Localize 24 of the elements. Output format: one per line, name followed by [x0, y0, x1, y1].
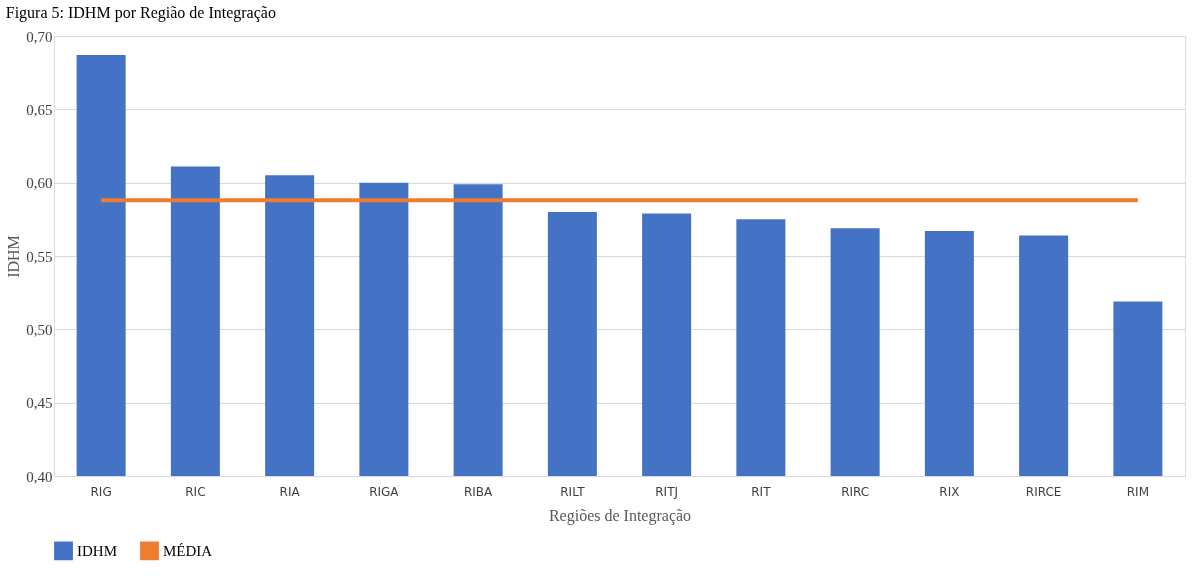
y-tick-label: 0,40 [26, 468, 53, 485]
y-tick-label: 0,45 [26, 395, 53, 412]
legend-label: IDHM [77, 542, 117, 559]
x-tick-label: RIM [1126, 484, 1149, 499]
x-tick-label: RIRC [841, 484, 870, 499]
x-tick-label: RIX [939, 484, 960, 499]
y-tick-label: 0,70 [26, 28, 53, 45]
x-tick-label: RIT [751, 484, 772, 499]
y-tick-label: 0,65 [26, 101, 53, 118]
x-tick-label: RILT [560, 484, 586, 499]
x-tick-label: RIG [90, 484, 112, 499]
x-tick-label: RIGA [369, 484, 400, 499]
y-tick-label: 0,60 [26, 175, 53, 192]
x-tick-label: RIC [185, 484, 206, 499]
y-tick-label: 0,55 [26, 248, 53, 265]
y-tick-label: 0,50 [26, 321, 53, 338]
x-tick-label: RIA [279, 484, 301, 499]
x-tick-label: RIBA [463, 484, 494, 499]
x-tick-label: RIRCE [1025, 484, 1062, 499]
chart-title: Figura 5: IDHM por Região de Integração [5, 4, 276, 22]
x-axis-title: Regiões de Integração [548, 506, 692, 525]
legend-label: MÉDIA [163, 542, 213, 559]
x-tick-label: RITJ [655, 484, 678, 499]
y-axis-title: IDHM [5, 235, 23, 278]
